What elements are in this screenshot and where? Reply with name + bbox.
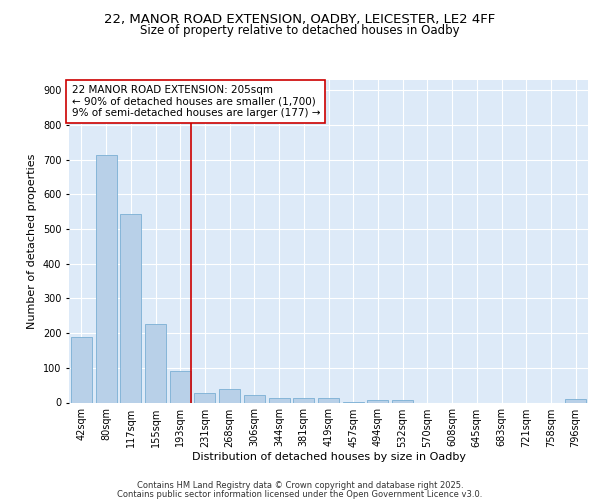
- Text: Contains HM Land Registry data © Crown copyright and database right 2025.: Contains HM Land Registry data © Crown c…: [137, 481, 463, 490]
- Bar: [293, 398, 314, 402]
- Bar: [392, 400, 413, 402]
- Bar: [145, 324, 166, 402]
- Bar: [367, 400, 388, 402]
- Bar: [219, 390, 240, 402]
- Text: 22, MANOR ROAD EXTENSION, OADBY, LEICESTER, LE2 4FF: 22, MANOR ROAD EXTENSION, OADBY, LEICEST…: [104, 12, 496, 26]
- Text: Size of property relative to detached houses in Oadby: Size of property relative to detached ho…: [140, 24, 460, 37]
- Bar: [244, 394, 265, 402]
- Bar: [170, 372, 191, 402]
- Text: 22 MANOR ROAD EXTENSION: 205sqm
← 90% of detached houses are smaller (1,700)
9% : 22 MANOR ROAD EXTENSION: 205sqm ← 90% of…: [71, 85, 320, 118]
- X-axis label: Distribution of detached houses by size in Oadby: Distribution of detached houses by size …: [191, 452, 466, 462]
- Bar: [71, 338, 92, 402]
- Bar: [269, 398, 290, 402]
- Bar: [194, 393, 215, 402]
- Bar: [318, 398, 339, 402]
- Bar: [120, 214, 141, 402]
- Y-axis label: Number of detached properties: Number of detached properties: [28, 154, 37, 329]
- Bar: [95, 154, 116, 402]
- Text: Contains public sector information licensed under the Open Government Licence v3: Contains public sector information licen…: [118, 490, 482, 499]
- Bar: [565, 399, 586, 402]
